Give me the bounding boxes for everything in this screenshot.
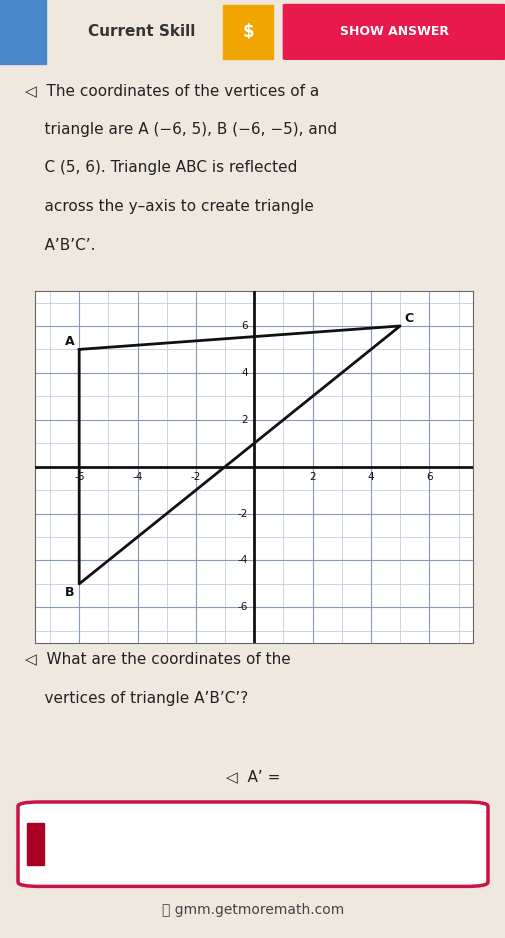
- Text: $: $: [242, 23, 253, 41]
- Text: vertices of triangle A’B’C’?: vertices of triangle A’B’C’?: [25, 691, 248, 706]
- Text: ◁  The coordinates of the vertices of a: ◁ The coordinates of the vertices of a: [25, 83, 319, 98]
- Text: 6: 6: [241, 321, 247, 331]
- Bar: [27, 824, 44, 865]
- Text: 6: 6: [425, 472, 432, 482]
- FancyBboxPatch shape: [283, 5, 505, 59]
- Text: -2: -2: [237, 508, 247, 519]
- Text: -6: -6: [237, 602, 247, 613]
- Text: across the y–axis to create triangle: across the y–axis to create triangle: [25, 199, 314, 214]
- Text: B: B: [65, 586, 75, 599]
- Text: triangle are A (−6, 5), B (−6, −5), and: triangle are A (−6, 5), B (−6, −5), and: [25, 122, 337, 137]
- Text: Current Skill: Current Skill: [88, 24, 195, 39]
- Text: 2: 2: [309, 472, 315, 482]
- Text: 4: 4: [367, 472, 374, 482]
- Text: -6: -6: [74, 472, 84, 482]
- Text: 4: 4: [241, 368, 247, 378]
- Text: ◁  A’ =: ◁ A’ =: [225, 769, 280, 783]
- Text: 2: 2: [241, 415, 247, 425]
- Text: A: A: [65, 335, 75, 348]
- Text: -4: -4: [237, 555, 247, 566]
- Text: -2: -2: [190, 472, 200, 482]
- FancyBboxPatch shape: [18, 802, 487, 886]
- Text: -4: -4: [132, 472, 142, 482]
- Text: ◁  What are the coordinates of the: ◁ What are the coordinates of the: [25, 651, 290, 666]
- Text: SHOW ANSWER: SHOW ANSWER: [339, 25, 448, 38]
- Text: 🔒 gmm.getmoremath.com: 🔒 gmm.getmoremath.com: [162, 902, 343, 916]
- Text: C: C: [403, 311, 413, 325]
- Text: A’B’C’.: A’B’C’.: [25, 237, 95, 252]
- Bar: [0, 0, 45, 64]
- Text: C (5, 6). Triangle ABC is reflected: C (5, 6). Triangle ABC is reflected: [25, 160, 297, 175]
- Bar: [222, 5, 273, 59]
